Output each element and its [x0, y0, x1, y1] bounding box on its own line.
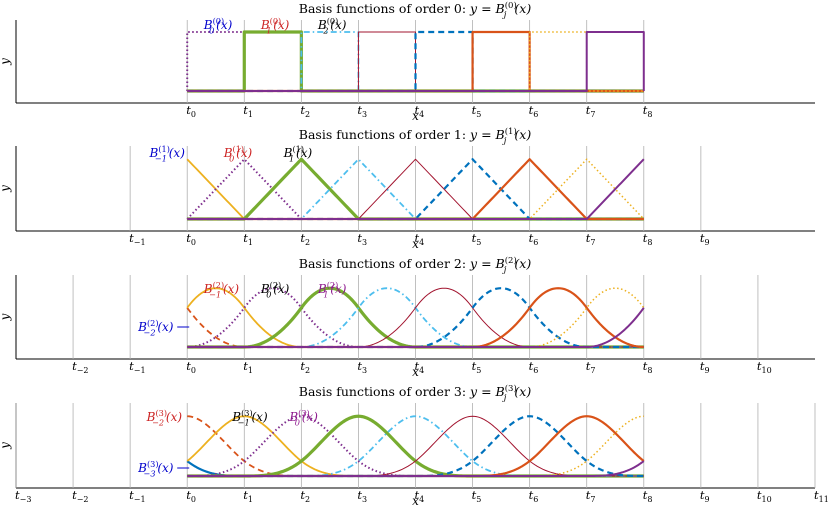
knot-label: t1 — [243, 359, 253, 375]
knot-label: t8 — [643, 103, 653, 119]
series-annotation: B(2) −2 (x) — [137, 318, 174, 338]
knot-label: t3 — [357, 231, 367, 247]
knot-label: t9 — [700, 231, 710, 247]
x-axis-label: x — [412, 494, 419, 506]
knot-label: t−3 — [15, 488, 31, 504]
knot-label: t1 — [243, 231, 253, 247]
series-annotation: B(2) 1 (x) — [317, 280, 347, 300]
knot-label: t10 — [757, 488, 772, 504]
y-axis-label: y — [0, 58, 12, 66]
knot-label: t7 — [586, 359, 596, 375]
series-annotation: B(1) 0 (x) — [223, 144, 253, 164]
knot-label: t−1 — [129, 231, 145, 247]
panel-order-1: Basis functions of order 1: y = B(1) j (x)… — [0, 126, 815, 251]
series-annotation: B(1) −1 (x) — [149, 144, 186, 164]
basis-curve — [187, 460, 645, 477]
knot-label: t1 — [243, 103, 253, 119]
series-annotation: B(3) −2 (x) — [146, 408, 183, 428]
knot-label: t5 — [472, 103, 482, 119]
knot-label: t4 — [415, 103, 425, 119]
panel-title: Basis functions of order 3: y = B(3) j (x) — [299, 383, 532, 403]
knot-label: t3 — [357, 488, 367, 504]
knot-label: t0 — [186, 231, 196, 247]
knot-label: t7 — [586, 231, 596, 247]
basis-curve — [187, 158, 645, 220]
panel-order-2: Basis functions of order 2: y = B(2) j (x)… — [0, 255, 815, 379]
basis-curve — [187, 287, 644, 349]
knot-label: t0 — [186, 359, 196, 375]
knot-label: t8 — [643, 231, 653, 247]
knot-label: t8 — [643, 359, 653, 375]
y-axis-label: y — [0, 442, 12, 450]
series-annotation: B(3) −3 (x) — [137, 459, 174, 479]
panel-order-0: Basis functions of order 0: y = B(0) j (x)… — [0, 0, 815, 123]
knot-label: t2 — [300, 103, 310, 119]
knot-label: t2 — [300, 359, 310, 375]
knot-label: t4 — [415, 488, 425, 504]
series-annotation: B(3) 0 (x) — [288, 408, 318, 428]
y-axis-label: y — [0, 185, 12, 193]
series-annotation: B(0) 0 (x) — [203, 16, 233, 36]
panel-title: Basis functions of order 1: y = B(1) j (x) — [299, 126, 532, 146]
knot-label: t4 — [415, 231, 425, 247]
knot-label: t5 — [472, 359, 482, 375]
knot-label: t9 — [700, 488, 710, 504]
knot-label: t10 — [757, 359, 772, 375]
x-axis-label: x — [412, 237, 419, 251]
basis-curve — [187, 31, 645, 92]
knot-label: t−1 — [129, 359, 145, 375]
x-axis-label: x — [412, 365, 419, 379]
basis-curve — [187, 307, 645, 348]
y-axis-label: y — [0, 313, 12, 321]
x-axis-label: x — [412, 109, 419, 123]
knot-label: t−2 — [72, 359, 88, 375]
knot-label: t5 — [472, 231, 482, 247]
knot-label: t−1 — [129, 488, 145, 504]
knot-label: t6 — [529, 103, 539, 119]
knot-label: t6 — [529, 488, 539, 504]
knot-label: t3 — [357, 359, 367, 375]
knot-label: t3 — [357, 103, 367, 119]
knot-label: t7 — [586, 488, 596, 504]
knot-label: t−2 — [72, 488, 88, 504]
knot-label: t5 — [472, 488, 482, 504]
panel-title: Basis functions of order 2: y = B(2) j (x) — [299, 255, 532, 275]
series-annotation: B(2) 0 (x) — [260, 280, 290, 300]
knot-label: t2 — [300, 231, 310, 247]
knot-label: t4 — [415, 359, 425, 375]
knot-label: t6 — [529, 359, 539, 375]
series-annotation: B(3) −1 (x) — [231, 408, 268, 428]
panel-title: Basis functions of order 0: y = B(0) j (x) — [299, 0, 532, 20]
series-annotation: B(1) 1 (x) — [283, 144, 313, 164]
basis-curve — [187, 31, 644, 92]
knot-label: t6 — [529, 231, 539, 247]
series-annotation: B(0) 2 (x) — [317, 16, 347, 36]
knot-label: t8 — [643, 488, 653, 504]
basis-curve — [187, 415, 644, 478]
series-annotation: B(0) 1 (x) — [260, 16, 290, 36]
knot-label: t7 — [586, 103, 596, 119]
knot-label: t1 — [243, 488, 253, 504]
knot-label: t0 — [186, 103, 196, 119]
knot-label: t2 — [300, 488, 310, 504]
panel-order-3: Basis functions of order 3: y = B(3) j (x)… — [0, 383, 829, 506]
series-annotation: B(2) −1 (x) — [203, 280, 240, 300]
knot-label: t9 — [700, 359, 710, 375]
knot-label: t11 — [814, 488, 829, 504]
knot-label: t0 — [186, 488, 196, 504]
